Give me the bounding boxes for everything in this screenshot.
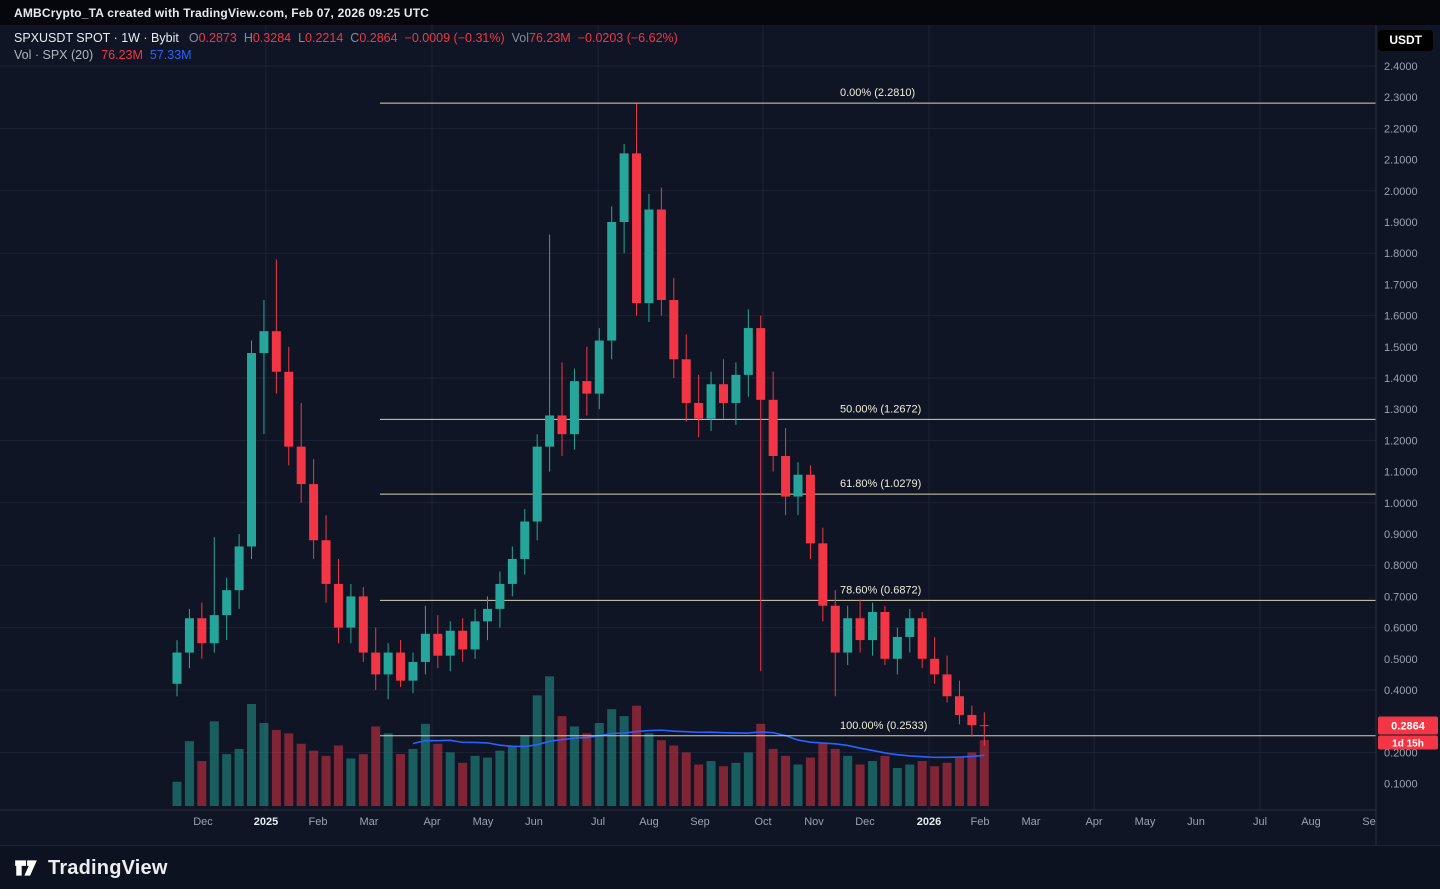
candlesticks bbox=[172, 103, 989, 746]
time-axis-label: Feb bbox=[309, 816, 328, 828]
volume-bars bbox=[172, 676, 989, 806]
price-axis-label: 1.6000 bbox=[1384, 311, 1418, 323]
time-axis-label: Sep bbox=[690, 816, 710, 828]
price-axis-label: 0.9000 bbox=[1384, 529, 1418, 541]
time-axis-label: Oct bbox=[754, 816, 771, 828]
price-axis-label: 0.2000 bbox=[1384, 747, 1418, 759]
time-axis-label: Nov bbox=[804, 816, 824, 828]
time-axis-label: May bbox=[473, 816, 494, 828]
footer-bar: TradingView bbox=[0, 845, 1440, 889]
last-price-value: 0.2864 bbox=[1391, 720, 1426, 732]
price-axis-label: 1.5000 bbox=[1384, 342, 1418, 354]
price-axis-label: 1.3000 bbox=[1384, 404, 1418, 416]
price-axis-label: 2.2000 bbox=[1384, 123, 1418, 135]
price-axis-label: 0.7000 bbox=[1384, 591, 1418, 603]
fib-level-label: 78.60% (0.6872) bbox=[840, 584, 921, 596]
time-axis-label: 2025 bbox=[254, 816, 278, 828]
fib-level-label: 50.00% (1.2672) bbox=[840, 403, 921, 415]
time-axis-label: Feb bbox=[971, 816, 990, 828]
price-axis-label: 1.0000 bbox=[1384, 498, 1418, 510]
time-axis-label: Dec bbox=[193, 816, 213, 828]
price-axis-label: 2.4000 bbox=[1384, 61, 1418, 73]
currency-toggle-button[interactable]: USDT bbox=[1378, 30, 1433, 51]
time-axis-label: Se bbox=[1362, 816, 1375, 828]
price-axis-label: 2.3000 bbox=[1384, 92, 1418, 104]
time-axis-label: 2026 bbox=[917, 816, 941, 828]
time-axis-label: Dec bbox=[855, 816, 875, 828]
price-axis-label: 0.5000 bbox=[1384, 654, 1418, 666]
chart-region[interactable]: 0.00% (2.2810) 50.00% (1.2672) 61.80% (1.0… bbox=[0, 25, 1440, 845]
time-axis-label: Jun bbox=[525, 816, 543, 828]
price-axis-label: 1.1000 bbox=[1384, 467, 1418, 479]
price-axis-label: 1.2000 bbox=[1384, 435, 1418, 447]
time-axis-label: Aug bbox=[639, 816, 659, 828]
bar-countdown: 1d 15h bbox=[1392, 738, 1424, 749]
time-axis-label: Aug bbox=[1301, 816, 1321, 828]
fib-retracement[interactable]: 0.00% (2.2810) 50.00% (1.2672) 61.80% (1.0… bbox=[380, 87, 1376, 737]
fib-level-label: 100.00% (0.2533) bbox=[840, 720, 927, 732]
symbol-title[interactable]: SPXUSDT SPOT · 1W · Bybit bbox=[14, 31, 179, 45]
fib-level-label: 61.80% (1.0279) bbox=[840, 478, 921, 490]
tradingview-logo-icon[interactable] bbox=[13, 855, 39, 881]
price-axis-label: 0.6000 bbox=[1384, 623, 1418, 635]
attribution-bar: AMBCrypto_TA created with TradingView.co… bbox=[0, 0, 1440, 25]
price-chart-canvas[interactable]: 0.00% (2.2810) 50.00% (1.2672) 61.80% (1.0… bbox=[0, 25, 1440, 845]
time-axis-label: Mar bbox=[1022, 816, 1041, 828]
price-axis-label: 1.7000 bbox=[1384, 279, 1418, 291]
time-axis-label: Jun bbox=[1187, 816, 1205, 828]
time-axis-label: Mar bbox=[360, 816, 379, 828]
price-axis-label: 0.4000 bbox=[1384, 685, 1418, 697]
volume-ma-line bbox=[412, 729, 985, 759]
attribution-text: AMBCrypto_TA created with TradingView.co… bbox=[14, 5, 430, 20]
price-axis-label: 0.1000 bbox=[1384, 779, 1418, 791]
fib-level-label: 0.00% (2.2810) bbox=[840, 87, 915, 99]
price-axis-label: 1.9000 bbox=[1384, 217, 1418, 229]
grid-lines bbox=[0, 25, 1376, 810]
time-axis-label: Jul bbox=[1253, 816, 1267, 828]
time-axis-label: Jul bbox=[591, 816, 605, 828]
price-axis-label: 2.1000 bbox=[1384, 155, 1418, 167]
time-axis-label: May bbox=[1135, 816, 1156, 828]
price-axis-label: 1.4000 bbox=[1384, 373, 1418, 385]
tradingview-wordmark[interactable]: TradingView bbox=[48, 856, 168, 879]
last-price-badge: 0.2864 1d 15h bbox=[1378, 716, 1438, 750]
time-axis-label: Apr bbox=[1085, 816, 1102, 828]
price-axis-label: 0.8000 bbox=[1384, 560, 1418, 572]
time-axis[interactable]: Dec 2025 Feb Mar Apr May Jun Jul Aug Sep Oct Nov Dec… bbox=[193, 816, 1376, 828]
price-axis-label: 1.8000 bbox=[1384, 248, 1418, 260]
time-axis-label: Apr bbox=[423, 816, 440, 828]
price-axis-label: 2.0000 bbox=[1384, 186, 1418, 198]
price-axis[interactable]: 2.4000 2.3000 2.2000 2.1000 2.0000 1.9000 1.80… bbox=[1384, 61, 1418, 791]
